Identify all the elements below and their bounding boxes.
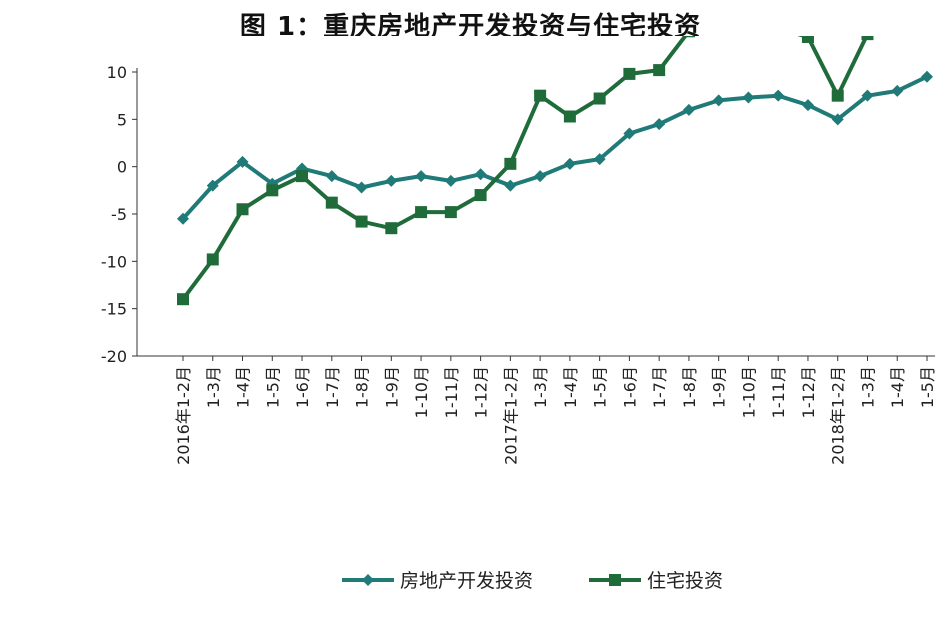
series-2-point xyxy=(415,206,428,219)
x-tick-label: 1-8月 xyxy=(680,366,699,408)
y-tick-label: 0 xyxy=(117,158,127,177)
series-2-point xyxy=(474,189,487,202)
x-tick-label: 1-9月 xyxy=(382,366,401,408)
plot-frame: 10 5 0 -5 -10 -15 -20 2016年1-2月 1-3月 1-4月 1-5月 1-6月… xyxy=(6,21,938,614)
x-tick-label: 2017年1-2月 xyxy=(501,366,520,465)
legend-marker-1 xyxy=(362,574,374,586)
series-1-point xyxy=(325,170,338,183)
series-2-point xyxy=(534,89,547,102)
series-1-point xyxy=(504,179,517,192)
y-tick-label: 10 xyxy=(107,63,127,82)
series-1-point xyxy=(593,153,606,166)
series-2-point xyxy=(831,89,844,102)
series-2-point xyxy=(236,203,249,216)
x-tick-label: 1-4月 xyxy=(561,366,580,408)
series-1-point xyxy=(534,170,547,183)
x-tick-label: 1-7月 xyxy=(323,366,342,408)
x-tick-label: 1-11月 xyxy=(769,366,788,418)
series-1-point xyxy=(563,157,576,170)
series-1-point xyxy=(801,99,814,112)
x-tick-label: 1-5月 xyxy=(918,366,937,408)
x-tick-label: 1-7月 xyxy=(650,366,669,408)
series-1-point xyxy=(772,89,785,102)
series-2-point xyxy=(653,64,666,77)
series-1-point xyxy=(921,70,933,83)
series-2-point xyxy=(266,184,279,197)
x-tick-label: 1-9月 xyxy=(710,366,729,408)
x-tick-label: 1-10月 xyxy=(412,366,431,418)
x-tick-label: 1-12月 xyxy=(799,366,818,418)
series-1-point xyxy=(712,94,725,107)
series-1-point xyxy=(861,89,874,102)
legend-label-1: 房地产开发投资 xyxy=(400,570,533,592)
x-tick-label: 1-3月 xyxy=(204,366,223,408)
series-2-point xyxy=(623,67,636,80)
y-tick-label: 5 xyxy=(117,110,127,129)
series-2-point xyxy=(682,25,695,38)
x-tick-label: 1-4月 xyxy=(234,366,253,408)
x-tick-label: 1-10月 xyxy=(739,366,758,418)
series-1-point xyxy=(474,168,487,181)
series-1-point xyxy=(177,212,189,225)
y-tick-label: -5 xyxy=(111,205,127,224)
x-tick-label: 1-12月 xyxy=(472,366,491,418)
x-tick-label: 1-5月 xyxy=(591,366,610,408)
x-tick-label: 1-4月 xyxy=(888,366,907,408)
x-tick-label: 1-6月 xyxy=(620,366,639,408)
series-1-point xyxy=(236,155,249,168)
chart-svg: 10 5 0 -5 -10 -15 -20 2016年1-2月 1-3月 1-4月 1-5月 1-6月… xyxy=(101,21,937,592)
x-tick-label: 1-5月 xyxy=(263,366,282,408)
series-2-point xyxy=(861,28,874,41)
x-tick-label: 1-3月 xyxy=(531,366,550,408)
x-tick-label: 1-8月 xyxy=(353,366,372,408)
series-1-point xyxy=(415,170,428,183)
series-2-point xyxy=(593,92,606,105)
series-1-point xyxy=(682,103,695,116)
series-2-point xyxy=(355,215,368,228)
x-tick-label: 1-11月 xyxy=(442,366,461,418)
series-1-point xyxy=(653,118,666,131)
y-tick-label: -10 xyxy=(101,252,127,271)
series-1-point xyxy=(891,84,904,97)
x-tick-label: 2016年1-2月 xyxy=(174,366,193,465)
y-tick-label: -15 xyxy=(101,300,127,319)
legend-label-2: 住宅投资 xyxy=(647,570,723,592)
series-2-point xyxy=(296,170,309,183)
series-1-point xyxy=(385,174,398,187)
y-tick-label: -20 xyxy=(101,347,127,366)
series-1-point xyxy=(444,174,457,187)
legend-marker-2 xyxy=(609,574,621,586)
series-2-point xyxy=(563,110,576,123)
series-2-point xyxy=(385,222,398,235)
series-1-point xyxy=(831,113,844,126)
series-2-point xyxy=(444,206,457,219)
x-tick-label: 1-3月 xyxy=(858,366,877,408)
series-2-point xyxy=(801,30,814,43)
series-1-point xyxy=(206,179,219,192)
series-line-2 xyxy=(181,25,870,301)
x-tick-label: 2018年1-2月 xyxy=(829,366,848,465)
series-1-point xyxy=(742,91,755,104)
series-line-1 xyxy=(181,74,928,221)
series-2-point xyxy=(325,196,338,209)
series-1-point xyxy=(355,181,368,194)
series-2-point xyxy=(177,293,189,306)
series-2-point xyxy=(206,253,219,266)
x-tick-label: 1-6月 xyxy=(293,366,312,408)
series-2-point xyxy=(504,157,517,170)
